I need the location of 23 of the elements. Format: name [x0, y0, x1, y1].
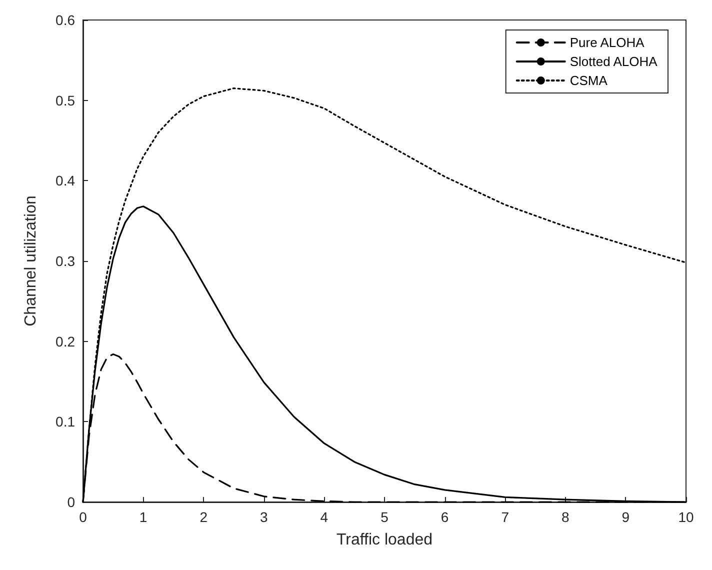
x-tick-label: 1	[139, 509, 148, 525]
y-axis-title: Channel utilization	[22, 196, 40, 326]
x-tick-label: 4	[320, 509, 328, 525]
y-tick-label: 0.6	[56, 12, 76, 28]
legend-label: CSMA	[570, 73, 608, 88]
y-tick-label: 0.5	[56, 92, 76, 108]
y-tick-label: 0	[67, 494, 76, 510]
legend-label: Pure ALOHA	[570, 35, 645, 50]
y-tick-label: 0.2	[56, 333, 76, 350]
y-tick-label: 0.1	[56, 414, 76, 430]
x-tick-label: 9	[622, 509, 630, 525]
x-tick-label: 6	[440, 509, 449, 525]
x-tick-label: 8	[562, 509, 570, 525]
x-tick-label: 10	[678, 509, 694, 525]
x-tick-label: 7	[501, 509, 510, 525]
x-tick-label: 0	[79, 509, 88, 525]
y-tick-label: 0.4	[56, 172, 76, 189]
x-tick-label: 3	[260, 509, 268, 525]
y-tick-label: 0.3	[56, 253, 76, 269]
x-tick-label: 5	[380, 509, 389, 525]
x-tick-label: 2	[200, 509, 208, 525]
legend-label: Slotted ALOHA	[570, 54, 658, 69]
x-axis-title: Traffic loaded	[336, 532, 433, 548]
